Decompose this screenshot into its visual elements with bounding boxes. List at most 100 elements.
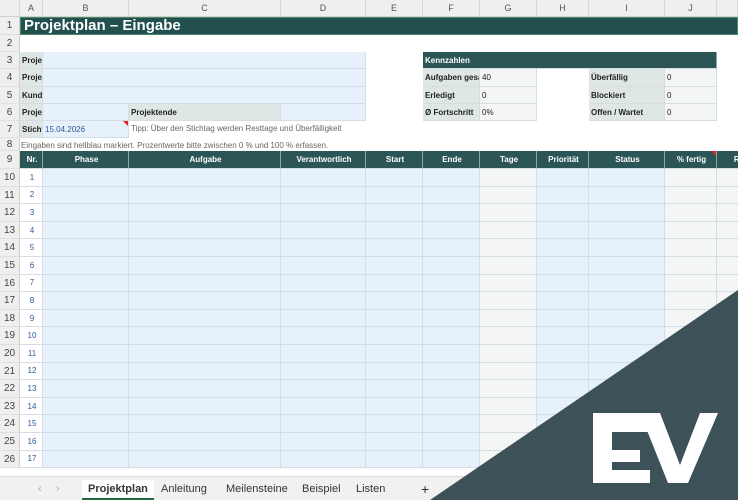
- table-cell[interactable]: [665, 186, 717, 205]
- row-header[interactable]: 18: [0, 309, 20, 328]
- table-cell[interactable]: [129, 362, 281, 381]
- column-header-F[interactable]: F: [423, 0, 480, 17]
- table-cell[interactable]: [423, 433, 480, 451]
- project-start-input[interactable]: [43, 104, 129, 121]
- table-cell[interactable]: [281, 274, 366, 293]
- table-cell[interactable]: [423, 362, 480, 381]
- table-cell[interactable]: [366, 362, 423, 381]
- table-cell[interactable]: [129, 345, 281, 363]
- table-cell[interactable]: [480, 186, 537, 205]
- table-cell[interactable]: [281, 221, 366, 240]
- table-header-7[interactable]: Priorität: [537, 151, 589, 169]
- table-cell[interactable]: [423, 309, 480, 328]
- table-cell[interactable]: [423, 327, 480, 345]
- comment-indicator[interactable]: [711, 151, 716, 156]
- table-cell[interactable]: [537, 309, 589, 328]
- table-header-1[interactable]: Phase: [43, 151, 129, 169]
- column-header-I[interactable]: I: [589, 0, 665, 17]
- table-cell[interactable]: [480, 292, 537, 310]
- table-cell[interactable]: [537, 327, 589, 345]
- table-cell[interactable]: [129, 169, 281, 187]
- table-cell[interactable]: [589, 327, 665, 345]
- row-header[interactable]: 11: [0, 186, 20, 205]
- table-cell[interactable]: [480, 274, 537, 293]
- table-cell[interactable]: [129, 292, 281, 310]
- table-cell[interactable]: [43, 221, 129, 240]
- table-cell[interactable]: [281, 309, 366, 328]
- column-header-H[interactable]: H: [537, 0, 589, 17]
- table-cell[interactable]: [366, 380, 423, 398]
- select-all-corner[interactable]: [0, 0, 20, 17]
- table-cell[interactable]: [43, 239, 129, 257]
- table-cell[interactable]: [537, 274, 589, 293]
- table-cell[interactable]: [423, 274, 480, 293]
- table-cell[interactable]: [717, 204, 738, 222]
- table-cell[interactable]: [366, 186, 423, 205]
- table-cell[interactable]: [423, 239, 480, 257]
- table-cell[interactable]: [423, 380, 480, 398]
- table-cell[interactable]: [366, 415, 423, 433]
- table-cell[interactable]: [423, 186, 480, 205]
- table-cell[interactable]: [366, 274, 423, 293]
- table-cell[interactable]: [281, 169, 366, 187]
- table-cell[interactable]: [43, 169, 129, 187]
- info-input[interactable]: [43, 87, 366, 104]
- table-cell[interactable]: [537, 169, 589, 187]
- sheet-tab-meilensteine[interactable]: Meilensteine: [226, 483, 288, 495]
- table-cell[interactable]: [281, 415, 366, 433]
- table-cell[interactable]: [480, 257, 537, 275]
- table-cell[interactable]: [129, 274, 281, 293]
- table-cell[interactable]: [43, 362, 129, 381]
- table-cell[interactable]: [423, 221, 480, 240]
- table-cell[interactable]: [281, 397, 366, 416]
- table-cell[interactable]: [129, 204, 281, 222]
- prev-sheet-icon[interactable]: ‹: [38, 483, 42, 495]
- row-header[interactable]: 7: [0, 121, 20, 138]
- table-cell[interactable]: [537, 292, 589, 310]
- table-cell[interactable]: [589, 257, 665, 275]
- table-cell[interactable]: [129, 221, 281, 240]
- table-cell[interactable]: [589, 309, 665, 328]
- table-cell[interactable]: [537, 380, 589, 398]
- row-header[interactable]: 1: [0, 17, 20, 35]
- row-header[interactable]: 17: [0, 292, 20, 310]
- table-header-9[interactable]: % fertig: [665, 151, 717, 169]
- row-header[interactable]: 16: [0, 274, 20, 293]
- table-cell[interactable]: [423, 397, 480, 416]
- table-cell[interactable]: [366, 450, 423, 469]
- table-cell[interactable]: [129, 309, 281, 328]
- table-cell[interactable]: [537, 186, 589, 205]
- table-cell[interactable]: [129, 239, 281, 257]
- row-header[interactable]: 25: [0, 433, 20, 451]
- table-cell[interactable]: [480, 327, 537, 345]
- table-cell[interactable]: [43, 327, 129, 345]
- sheet-tab-projektplan[interactable]: Projektplan: [82, 480, 154, 500]
- table-cell[interactable]: [480, 204, 537, 222]
- row-header[interactable]: 23: [0, 397, 20, 416]
- table-cell[interactable]: [480, 345, 537, 363]
- table-cell[interactable]: [129, 380, 281, 398]
- table-cell[interactable]: [43, 415, 129, 433]
- table-cell[interactable]: [43, 309, 129, 328]
- table-cell[interactable]: [281, 239, 366, 257]
- table-cell[interactable]: [281, 362, 366, 381]
- row-header[interactable]: 4: [0, 69, 20, 87]
- table-cell[interactable]: [665, 257, 717, 275]
- table-cell[interactable]: [480, 309, 537, 328]
- table-cell[interactable]: [281, 257, 366, 275]
- column-header-E[interactable]: E: [366, 0, 423, 17]
- row-header[interactable]: 9: [0, 151, 20, 169]
- table-cell[interactable]: [129, 433, 281, 451]
- table-cell[interactable]: [423, 169, 480, 187]
- table-cell[interactable]: [366, 397, 423, 416]
- column-header-G[interactable]: G: [480, 0, 537, 17]
- table-cell[interactable]: [480, 221, 537, 240]
- row-header[interactable]: 3: [0, 52, 20, 69]
- table-cell[interactable]: [129, 327, 281, 345]
- table-cell[interactable]: [129, 450, 281, 469]
- row-header[interactable]: 5: [0, 87, 20, 104]
- add-sheet-button[interactable]: +: [421, 481, 430, 497]
- sheet-tab-beispiel[interactable]: Beispiel: [302, 483, 341, 495]
- table-cell[interactable]: [281, 380, 366, 398]
- table-cell[interactable]: [717, 274, 738, 293]
